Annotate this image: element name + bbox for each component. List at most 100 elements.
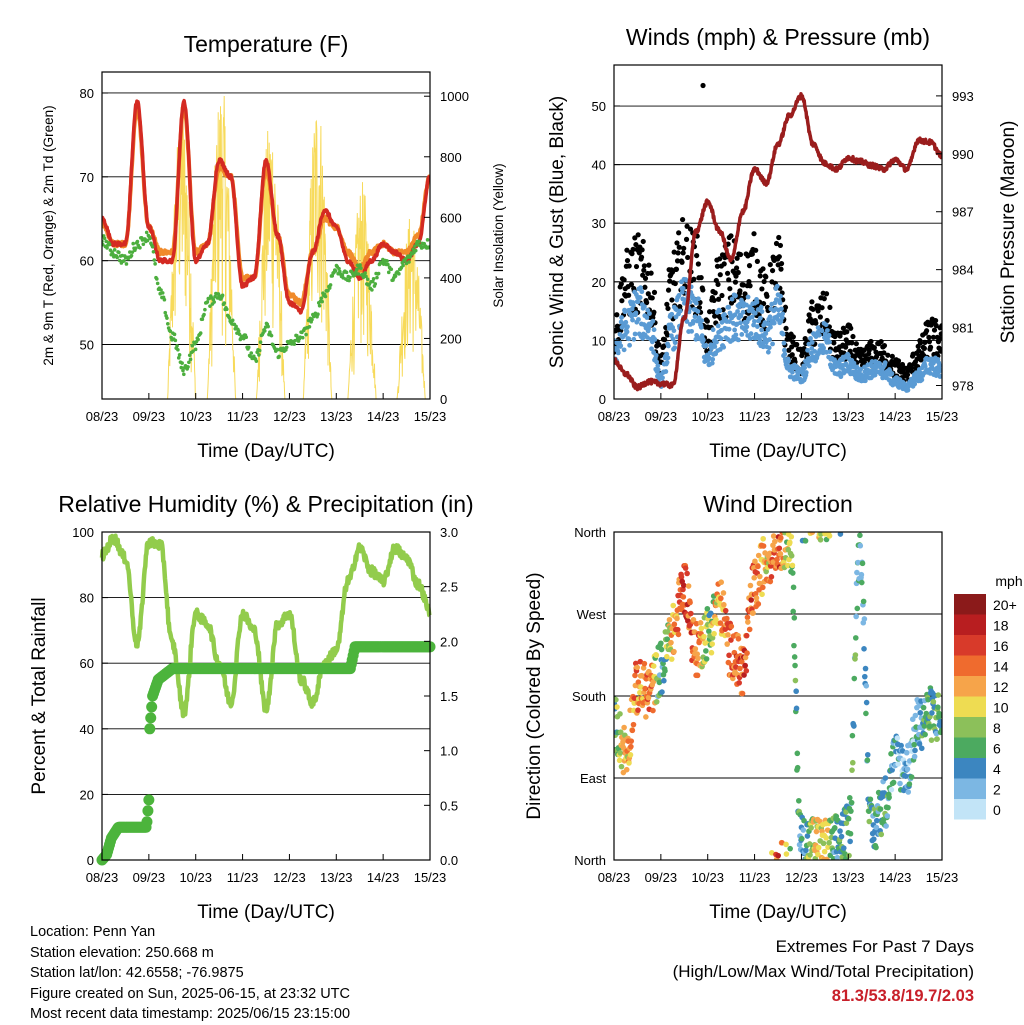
direction-point <box>801 817 807 824</box>
wind-point <box>765 321 770 327</box>
wind-point <box>846 353 851 358</box>
direction-point <box>803 847 809 854</box>
x-axis-label: Time (Day/UTC) <box>197 441 335 462</box>
dewpoint-point <box>196 337 200 342</box>
gust-point <box>917 340 924 346</box>
direction-point <box>848 808 854 814</box>
x-axis-label: Time (Day/UTC) <box>709 902 847 923</box>
wind-point <box>781 340 787 346</box>
dewpoint-point <box>347 278 351 283</box>
wind-point <box>912 381 918 387</box>
direction-point <box>653 698 660 705</box>
wind-point <box>726 304 732 310</box>
precip-point <box>144 723 156 735</box>
dewpoint-point <box>319 296 324 301</box>
direction-point <box>759 591 765 598</box>
colorbar-swatch <box>954 614 986 635</box>
gust-point <box>866 347 872 353</box>
direction-point <box>847 838 853 845</box>
y-tick-label: 80 <box>80 591 94 606</box>
wind-point <box>768 324 773 330</box>
direction-point <box>858 571 865 578</box>
gust-point <box>751 231 757 237</box>
direction-point <box>873 824 880 831</box>
wind-point <box>809 345 815 351</box>
gust-point <box>651 289 658 295</box>
colorbar-label: 16 <box>993 638 1009 654</box>
y-tick-label: West <box>577 607 607 622</box>
direction-point <box>889 767 895 773</box>
wind-point <box>671 328 677 334</box>
direction-point <box>894 735 901 741</box>
gust-point <box>746 263 753 269</box>
dewpoint-point <box>425 238 430 242</box>
direction-point <box>916 741 923 747</box>
wind-point <box>692 314 698 320</box>
y-tick-label: East <box>580 771 606 786</box>
direction-point <box>852 652 859 658</box>
direction-point <box>796 841 803 848</box>
y-axis-label-right: Solar Insolation (Yellow) <box>491 163 506 307</box>
wind-point <box>646 326 651 332</box>
dewpoint-point <box>246 345 251 350</box>
direction-point <box>792 662 798 669</box>
gust-point <box>735 269 741 276</box>
dewpoint-point <box>359 266 363 271</box>
gust-point <box>633 241 639 248</box>
direction-point <box>806 841 813 847</box>
dewpoint-point <box>364 274 368 279</box>
wind-point <box>922 364 928 369</box>
direction-point <box>668 656 675 662</box>
rh-marks <box>96 533 436 866</box>
panel-title: Relative Humidity (%) & Precipitation (i… <box>58 491 473 517</box>
y-tick-label-right: 0.0 <box>440 853 458 868</box>
gust-point <box>640 238 646 245</box>
y-tick-label-right: 2.5 <box>440 580 458 595</box>
y-tick-label: 70 <box>80 170 94 185</box>
direction-point <box>671 621 678 628</box>
colorbar-swatch <box>954 655 986 676</box>
y-tick-label-right: 987 <box>952 205 974 220</box>
wind-point <box>777 300 783 306</box>
direction-point <box>614 696 619 703</box>
wind-point <box>722 312 727 317</box>
gust-point <box>754 258 760 264</box>
dewpoint-point <box>375 275 379 280</box>
dewpoint-point <box>354 267 359 272</box>
gust-point <box>626 292 632 298</box>
gust-point <box>621 277 627 283</box>
x-tick-label: 12/23 <box>273 409 306 424</box>
y-tick-label-right: 3.0 <box>440 525 458 540</box>
wind-point <box>664 360 670 365</box>
gust-point <box>700 287 706 293</box>
wind-point <box>739 332 745 337</box>
max-gust-point <box>700 82 706 89</box>
direction-point <box>703 648 709 654</box>
wind-point <box>782 351 788 357</box>
gust-point <box>630 246 636 252</box>
panel-temperature: Temperature (F) Time (Day/UTC) 08/23 09/23 1… <box>41 31 506 462</box>
direction-point <box>739 690 746 697</box>
wind-point <box>759 309 765 314</box>
direction-point <box>720 590 727 596</box>
wind-point <box>672 340 678 346</box>
wind-point <box>823 322 829 328</box>
dewpoint-point <box>190 343 195 348</box>
gust-point <box>927 344 934 350</box>
direction-point <box>743 632 750 639</box>
gust-point <box>810 306 816 312</box>
dewpoint-point <box>152 258 157 262</box>
direction-point <box>922 731 928 738</box>
gust-point <box>691 276 697 282</box>
dewpoint-point <box>177 353 182 357</box>
direction-point <box>760 584 766 591</box>
wind-point <box>666 343 671 349</box>
direction-point <box>857 542 864 549</box>
y-tick-label-right: 400 <box>440 271 462 286</box>
wind-point <box>621 347 627 353</box>
direction-point <box>857 532 863 539</box>
wind-point <box>745 294 751 300</box>
direction-point <box>706 628 712 635</box>
gust-point <box>711 297 717 303</box>
